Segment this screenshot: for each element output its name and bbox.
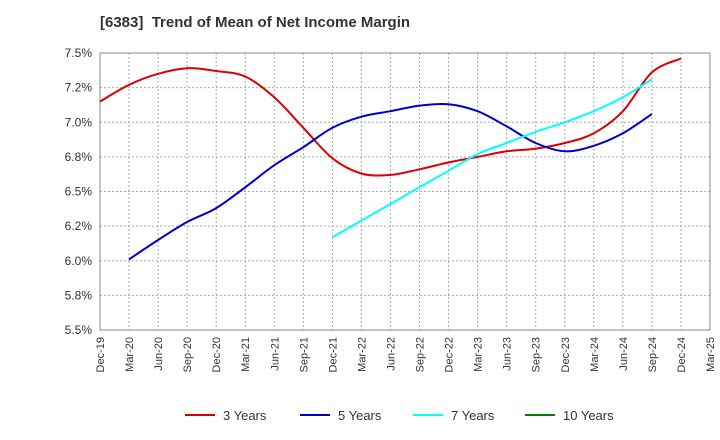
x-tick-label: Dec-20 — [211, 337, 223, 372]
plot-area-frame — [99, 52, 711, 331]
x-tick-label: Dec-23 — [560, 337, 572, 372]
y-tick-label: 7.5% — [65, 46, 93, 60]
y-tick-label: 6.0% — [65, 254, 93, 268]
y-tick-label: 6.5% — [65, 185, 93, 199]
x-tick-label: Jun-24 — [618, 337, 630, 371]
y-tick-label: 6.8% — [65, 150, 93, 164]
x-tick-label: Jun-21 — [269, 337, 281, 371]
x-tick-label: Sep-22 — [415, 337, 427, 372]
x-tick-label: Jun-22 — [385, 337, 397, 371]
x-tick-label: Dec-22 — [444, 337, 456, 372]
chart-title: [6383] Trend of Mean of Net Income Margi… — [100, 14, 411, 31]
legend: 3 Years 5 Years 7 Years 10 Years — [185, 408, 614, 423]
x-tick-label: Sep-20 — [182, 337, 194, 372]
y-tick-label: 7.0% — [65, 115, 93, 129]
x-tick-label: Sep-21 — [298, 337, 310, 372]
x-tick-label: Sep-24 — [647, 337, 659, 372]
y-tick-label: 5.8% — [65, 288, 93, 302]
x-tick-label: Mar-24 — [589, 337, 601, 372]
series-layer — [99, 57, 682, 261]
legend-label-10-years: 10 Years — [563, 408, 614, 423]
y-tick-label: 5.5% — [65, 323, 93, 337]
series-line-5-years — [128, 102, 653, 261]
x-tick-label: Dec-21 — [327, 337, 339, 372]
series-line-7-years — [331, 78, 653, 239]
x-tick-label: Mar-23 — [473, 337, 485, 372]
legend-label-5-years: 5 Years — [338, 408, 382, 423]
x-tick-label: Mar-25 — [705, 337, 717, 372]
x-tick-label: Mar-20 — [124, 337, 136, 372]
axis-layer: 5.5% 5.8% 6.0% 6.2% 6.5% 6.8% 7.0% 7.2% 7.5% Dec-… — [65, 46, 717, 372]
x-tick-label: Dec-24 — [676, 337, 688, 372]
x-tick-label: Jun-23 — [502, 337, 514, 371]
y-tick-label: 6.2% — [65, 219, 93, 233]
legend-label-3-years: 3 Years — [223, 408, 267, 423]
x-tick-label: Mar-21 — [240, 337, 252, 372]
y-tick-label: 7.2% — [65, 81, 93, 95]
x-tick-label: Sep-23 — [531, 337, 543, 372]
series-line-3-years — [99, 57, 682, 177]
x-tick-label: Mar-22 — [356, 337, 368, 372]
x-tick-label: Jun-20 — [153, 337, 165, 371]
grid-layer — [99, 52, 711, 331]
legend-label-7-years: 7 Years — [451, 408, 495, 423]
x-tick-label: Dec-19 — [95, 337, 107, 372]
